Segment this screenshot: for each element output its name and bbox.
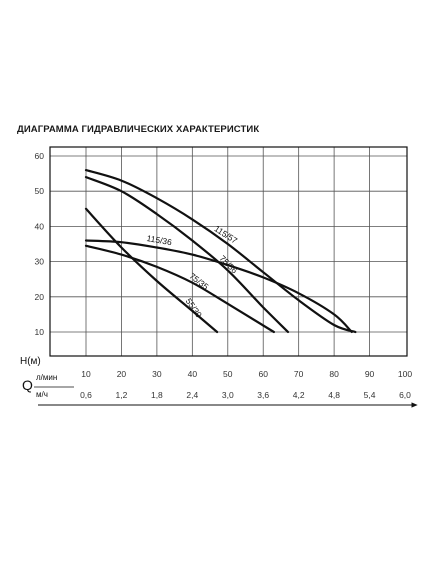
x-tick-label-lmin: 90	[365, 369, 375, 379]
curve-115-36	[84, 239, 353, 334]
x-unit-secondary: м/ч	[36, 390, 48, 399]
curve-55-30	[84, 207, 219, 334]
plot-frame	[49, 146, 408, 357]
x-tick-label-m3h: 4,8	[328, 390, 340, 400]
x-tick-label-m3h: 1,2	[116, 390, 128, 400]
y-tick-label: 50	[35, 186, 45, 196]
curves	[84, 169, 357, 334]
x-tick-label-lmin: 30	[152, 369, 162, 379]
x-tick-label-m3h: 6,0	[399, 390, 411, 400]
x-tick-label-lmin: 20	[117, 369, 127, 379]
x-unit-primary: л/мин	[36, 373, 57, 382]
x-tick-label-m3h: 5,4	[364, 390, 376, 400]
y-tick-label: 60	[35, 151, 45, 161]
curve-label: 115/36	[146, 233, 173, 247]
y-tick-label: 30	[35, 257, 45, 267]
y-tick-labels: 60 50 40 30 20 10	[35, 151, 45, 337]
y-tick-label: 10	[35, 327, 45, 337]
x-tick-label-lmin: 70	[294, 369, 304, 379]
y-tick-label: 40	[35, 221, 45, 231]
curve-75-35	[84, 244, 275, 334]
curve-label: 55/30	[184, 296, 205, 319]
x-tick-label-lmin: 50	[223, 369, 233, 379]
curve-label: 75/35	[188, 271, 211, 292]
x-tick-label-lmin: 40	[188, 369, 198, 379]
x-tick-label-m3h: 4,2	[293, 390, 305, 400]
x-tick-label-lmin: 60	[258, 369, 268, 379]
grid	[50, 147, 407, 356]
x-tick-label-lmin: 10	[81, 369, 91, 379]
x-tick-label-m3h: 2,4	[186, 390, 198, 400]
y-tick-label: 20	[35, 292, 45, 302]
x-axis-label: Q	[22, 377, 33, 393]
y-axis-label: H(м)	[20, 356, 41, 367]
x-tick-labels: 10 20 30 40 50 60 70 80 90 100 0,6 1,2 1,8 2,4 3,0 3,6 4…	[80, 369, 412, 400]
x-tick-label-m3h: 3,0	[222, 390, 234, 400]
curve-115-57	[84, 169, 357, 334]
curve-75-56	[84, 176, 290, 334]
x-tick-label-m3h: 0,6	[80, 390, 92, 400]
x-tick-label-lmin: 100	[398, 369, 412, 379]
chart-title: ДИАГРАММА ГИДРАВЛИЧЕСКИХ ХАРАКТЕРИСТИК	[17, 124, 260, 135]
x-tick-label-m3h: 1,8	[151, 390, 163, 400]
x-tick-label-lmin: 80	[329, 369, 339, 379]
x-tick-label-m3h: 3,6	[257, 390, 269, 400]
